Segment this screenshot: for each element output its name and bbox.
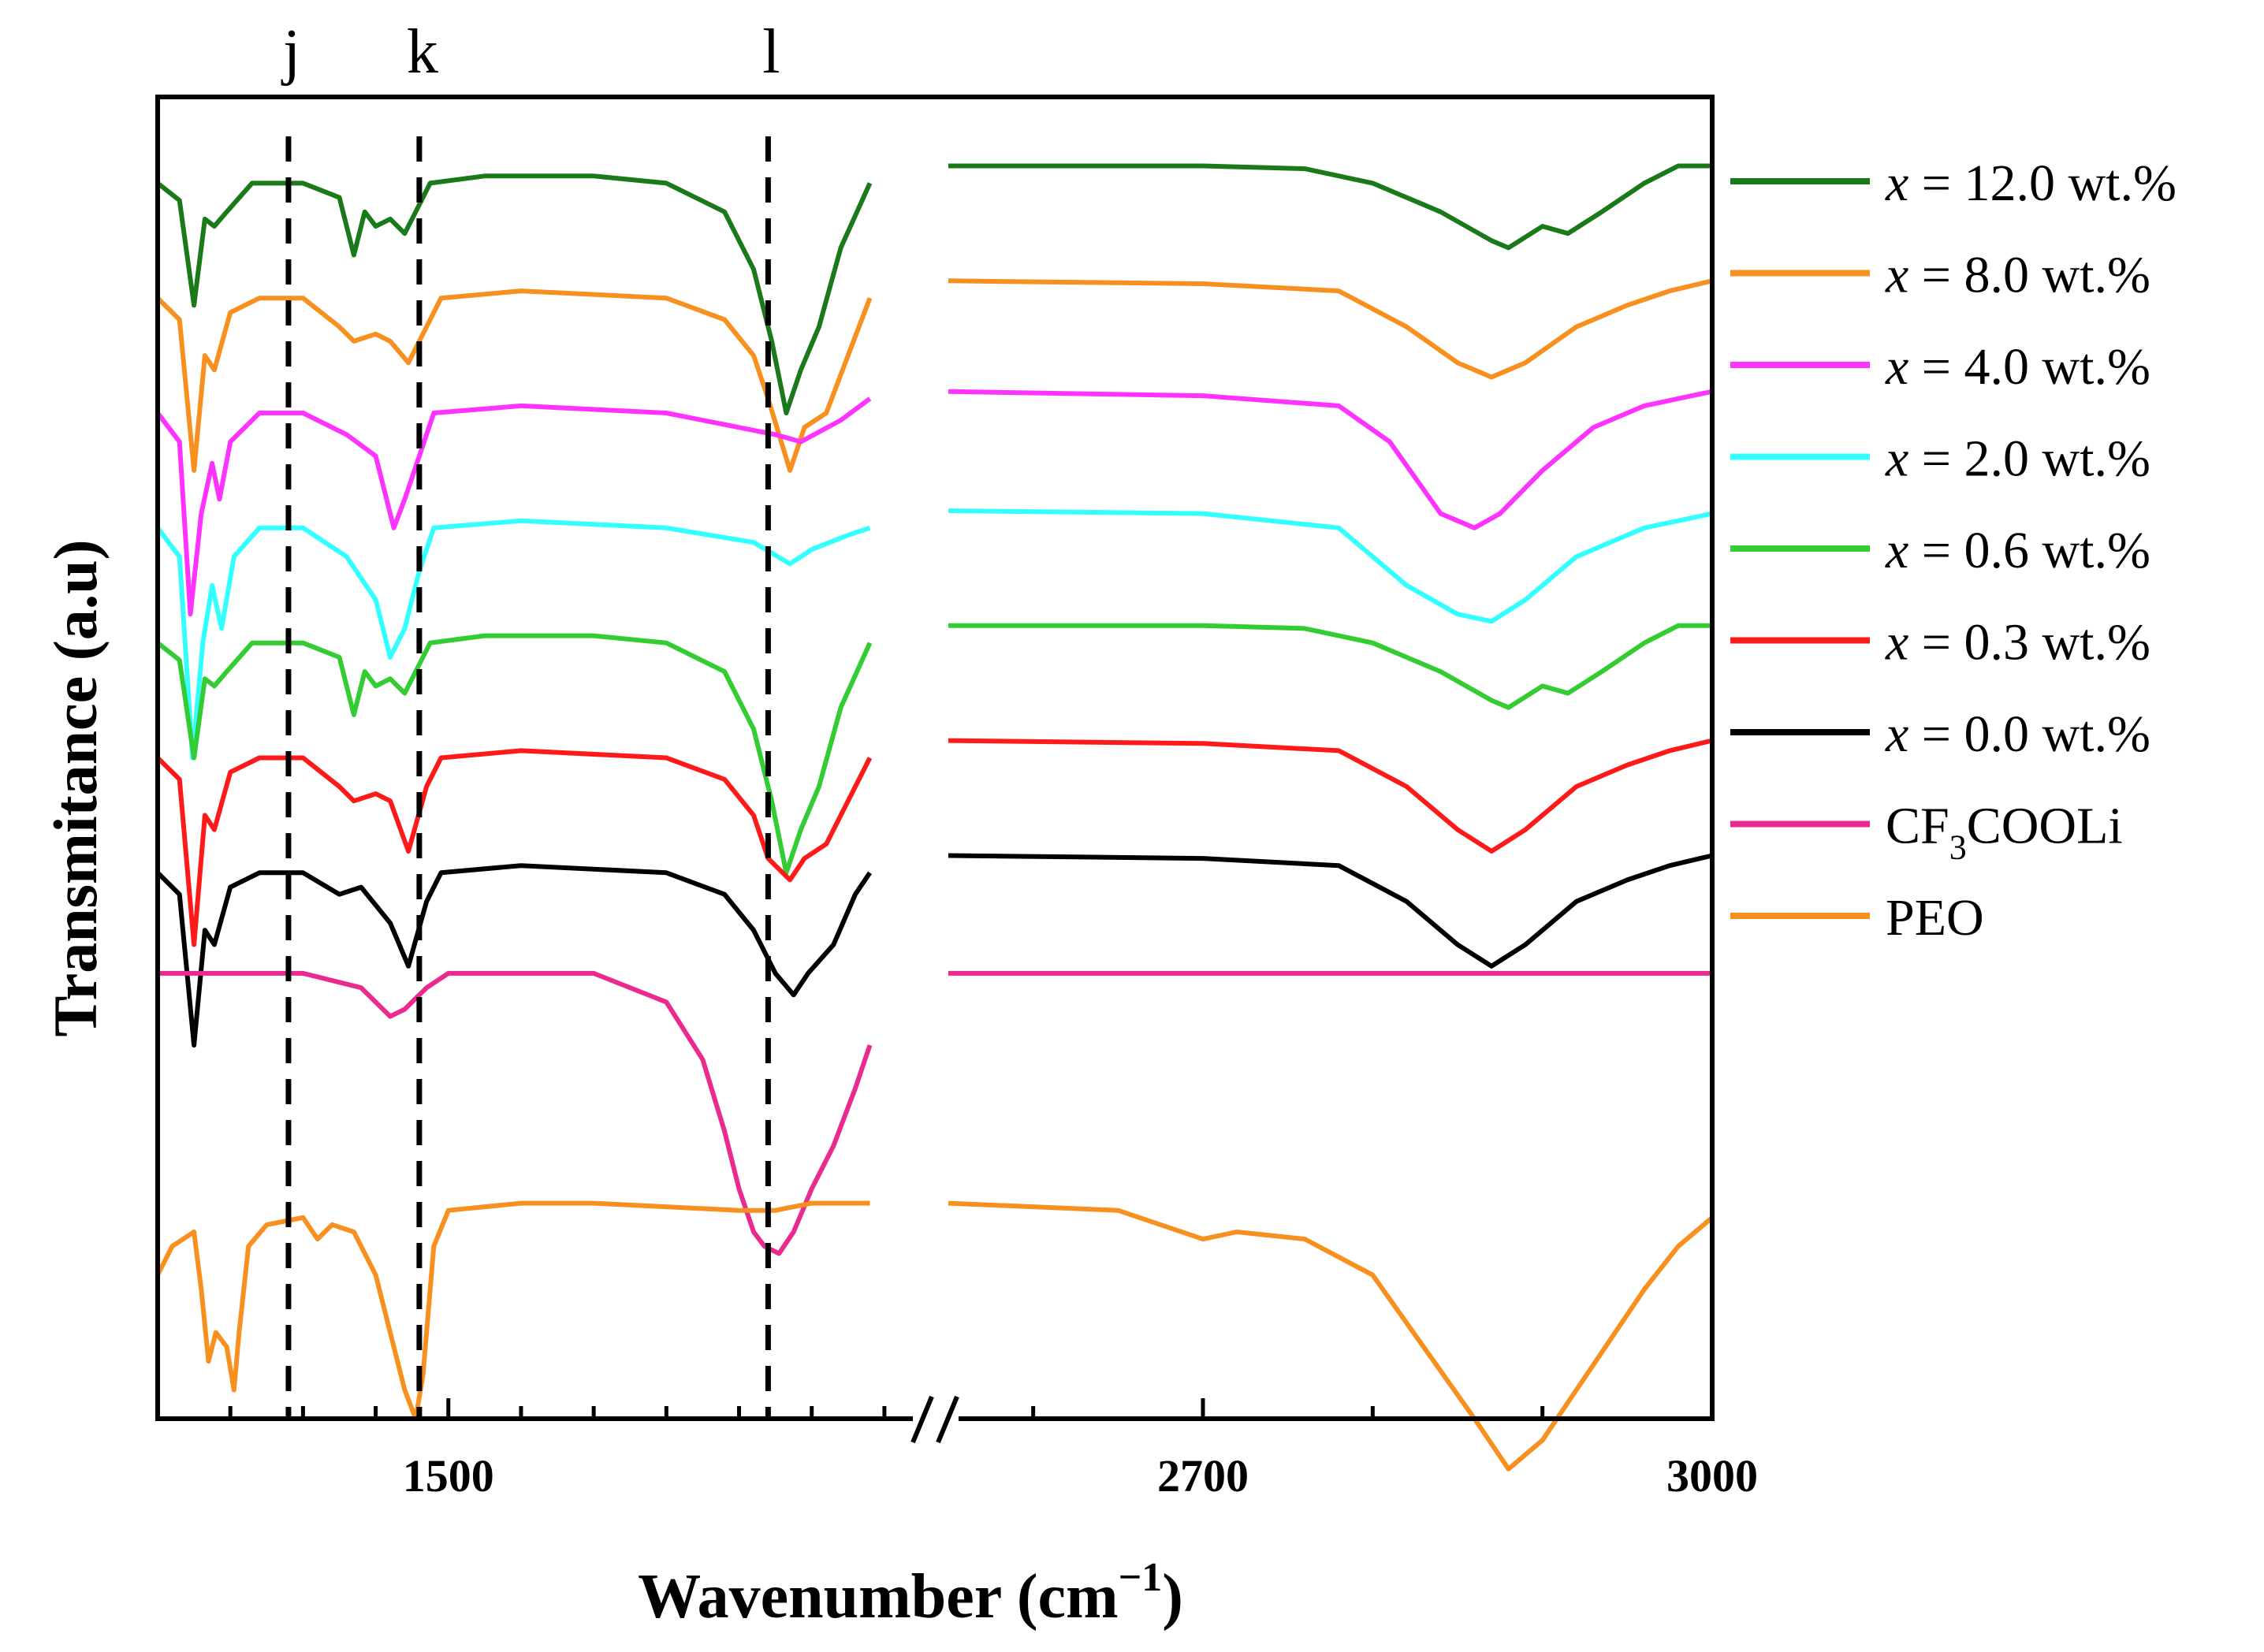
series-8-line-low (155, 1200, 870, 1421)
series-3-line-high (948, 508, 1713, 624)
marker-label-k: k (407, 17, 438, 87)
marker-label-l: l (762, 17, 780, 87)
series-3-line-low (155, 518, 871, 761)
legend-item-1: x = 8.0 wt.% (1730, 247, 2150, 304)
marker-layer: j k l (281, 17, 780, 1419)
x-tick-label-1500: 1500 (403, 1450, 494, 1501)
series-7-line-low (158, 970, 873, 1256)
series-5 (155, 738, 1713, 947)
legend-item-7: CF3COOLi (1730, 798, 2123, 867)
legend-prefix-6: x (1885, 705, 1908, 763)
legend-rest-5: = 0.3 wt.% (1908, 614, 2150, 672)
legend-item-0: x = 12.0 wt.% (1730, 154, 2176, 212)
series-2-line-low (155, 396, 872, 617)
series-0-line-high (948, 163, 1712, 251)
legend-item-3: x = 2.0 wt.% (1730, 430, 2150, 488)
series-4 (156, 623, 1712, 876)
legend-item-8: PEO (1730, 889, 1984, 947)
legend-rest-3: = 2.0 wt.% (1908, 430, 2150, 488)
legend-item-4: x = 0.6 wt.% (1730, 522, 2150, 579)
legend-prefix-0: x (1885, 154, 1908, 212)
x-axis-title-sup: −1 (1119, 1555, 1163, 1600)
x-tick-layer: 1500 2700 3000 (228, 1398, 1758, 1501)
legend-prefix-1: x (1885, 247, 1908, 304)
legend: x = 12.0 wt.%x = 8.0 wt.%x = 4.0 wt.%x =… (1730, 154, 2176, 947)
legend-rest-1: = 8.0 wt.% (1908, 247, 2150, 304)
legend-rest-7: COOLi (1967, 798, 2123, 855)
series-7 (158, 970, 1712, 1256)
break-slash-2 (936, 1395, 959, 1444)
legend-label-6: x = 0.0 wt.% (1885, 705, 2150, 763)
series-6-line-high (948, 853, 1713, 969)
legend-label-0: x = 12.0 wt.% (1885, 154, 2176, 212)
legend-sub-7: 3 (1949, 828, 1967, 867)
plot-frame (155, 95, 1715, 1421)
legend-prefix-5: x (1885, 614, 1908, 672)
series-0 (156, 163, 1712, 415)
legend-label-7: CF3COOLi (1886, 798, 2123, 867)
x-axis-title-main: Wavenumber (cm (638, 1562, 1119, 1632)
legend-rest-6: = 0.0 wt.% (1908, 705, 2150, 763)
series-3 (155, 508, 1713, 761)
legend-item-5: x = 0.3 wt.% (1730, 614, 2150, 672)
legend-rest-2: = 4.0 wt.% (1908, 338, 2150, 396)
legend-item-6: x = 0.0 wt.% (1730, 705, 2150, 763)
legend-rest-4: = 0.6 wt.% (1908, 522, 2150, 579)
series-1-line-low (155, 288, 873, 473)
y-axis-title: Transmitance (a.u) (41, 539, 110, 1036)
x-axis-title-tail: ) (1162, 1562, 1183, 1632)
legend-prefix-7: CF (1886, 798, 1949, 855)
legend-rest-0: = 12.0 wt.% (1908, 154, 2176, 212)
legend-label-2: x = 4.0 wt.% (1885, 338, 2150, 396)
legend-label-3: x = 2.0 wt.% (1885, 430, 2150, 488)
axis-break-mark (910, 1395, 959, 1444)
legend-prefix-3: x (1885, 430, 1908, 488)
series-5-line-high (948, 738, 1713, 854)
legend-label-4: x = 0.6 wt.% (1885, 522, 2150, 579)
series-1 (155, 278, 1713, 473)
legend-prefix-2: x (1885, 338, 1908, 396)
x-tick-label-2700: 2700 (1157, 1450, 1249, 1501)
series-4-line-high (948, 623, 1712, 710)
legend-item-2: x = 4.0 wt.% (1730, 338, 2150, 396)
break-slash-1 (910, 1395, 934, 1444)
series-0-line-low (156, 173, 873, 415)
series-layer (155, 163, 1714, 1472)
series-2 (155, 389, 1713, 617)
x-axis-title: Wavenumber (cm−1) (638, 1555, 1183, 1632)
series-6-line-low (155, 863, 872, 1048)
legend-prefix-8: PEO (1886, 889, 1984, 947)
series-8-line-high (948, 1200, 1714, 1472)
legend-prefix-4: x (1885, 522, 1908, 579)
series-5-line-low (155, 748, 873, 947)
marker-label-j: j (281, 17, 300, 87)
x-tick-label-3000: 3000 (1666, 1450, 1758, 1501)
series-1-line-high (948, 278, 1713, 380)
series-4-line-low (156, 633, 873, 876)
series-2-line-high (948, 389, 1713, 530)
legend-label-1: x = 8.0 wt.% (1885, 247, 2150, 304)
legend-label-8: PEO (1886, 889, 1984, 947)
legend-label-5: x = 0.3 wt.% (1885, 614, 2150, 672)
